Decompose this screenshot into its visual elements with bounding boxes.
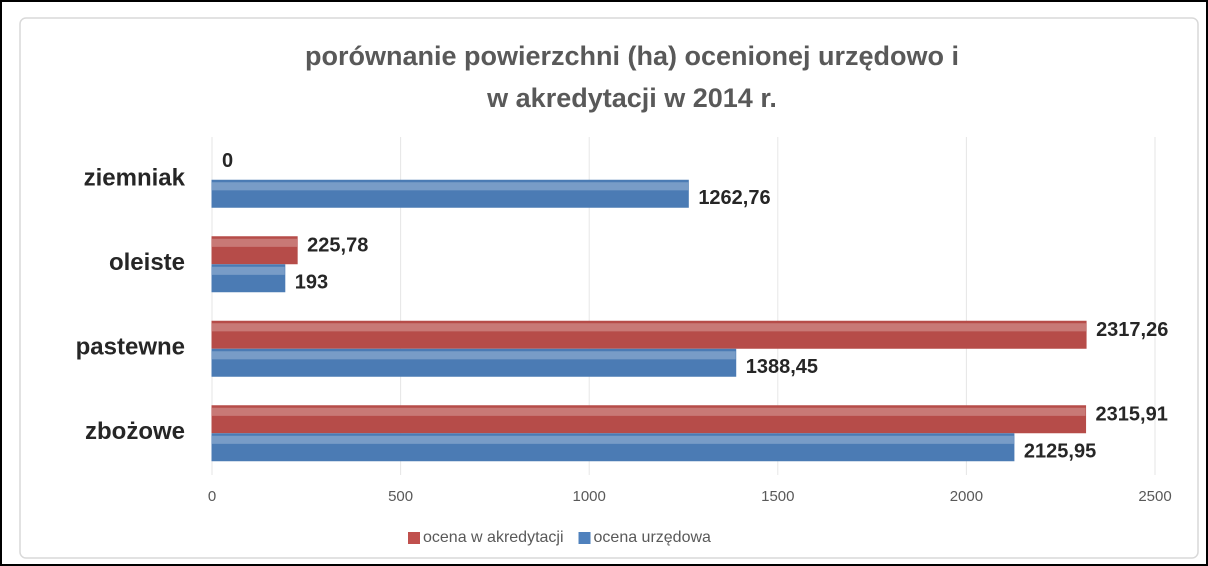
x-tick-label: 2000 (950, 488, 983, 505)
legend-label: ocena w akredytacji (423, 529, 564, 546)
legend-label: ocena urzędowa (594, 529, 712, 546)
x-tick-label: 500 (388, 488, 413, 505)
bar-shine (212, 435, 1014, 444)
bar (211, 179, 689, 208)
value-label: 2315,91 (1096, 404, 1168, 426)
category-label: pastewne (76, 334, 185, 361)
bar-shine (212, 238, 298, 247)
x-tick-label: 1000 (573, 488, 606, 505)
value-label: 225,78 (307, 235, 368, 257)
category-label: ziemniak (84, 165, 186, 192)
bar (211, 433, 1015, 462)
x-tick-label: 1500 (761, 488, 794, 505)
bar-shine (212, 266, 285, 275)
bar (211, 405, 1087, 434)
category-label: oleiste (109, 249, 185, 276)
value-label: 2317,26 (1096, 319, 1168, 341)
value-label: 1262,76 (698, 187, 770, 209)
bar-shine (212, 407, 1086, 416)
x-tick-label: 2500 (1138, 488, 1171, 505)
bar-shine (212, 351, 736, 360)
x-tick-label: 0 (208, 488, 216, 505)
bar (211, 348, 737, 377)
legend-swatch (408, 532, 420, 544)
category-label: zbożowe (85, 418, 185, 445)
bar-shine (212, 182, 689, 191)
bar (211, 236, 298, 265)
value-label: 193 (295, 272, 328, 294)
value-label: 0 (222, 150, 233, 172)
bar (211, 264, 286, 293)
value-label: 2125,95 (1024, 441, 1096, 463)
value-label: 1388,45 (746, 356, 818, 378)
chart-title: porównanie powierzchni (ha) ocenionej ur… (305, 41, 959, 71)
bar (211, 320, 1087, 349)
legend-swatch (578, 532, 591, 544)
bar-shine (212, 323, 1087, 332)
chart-title: w akredytacji w 2014 r. (486, 83, 777, 113)
